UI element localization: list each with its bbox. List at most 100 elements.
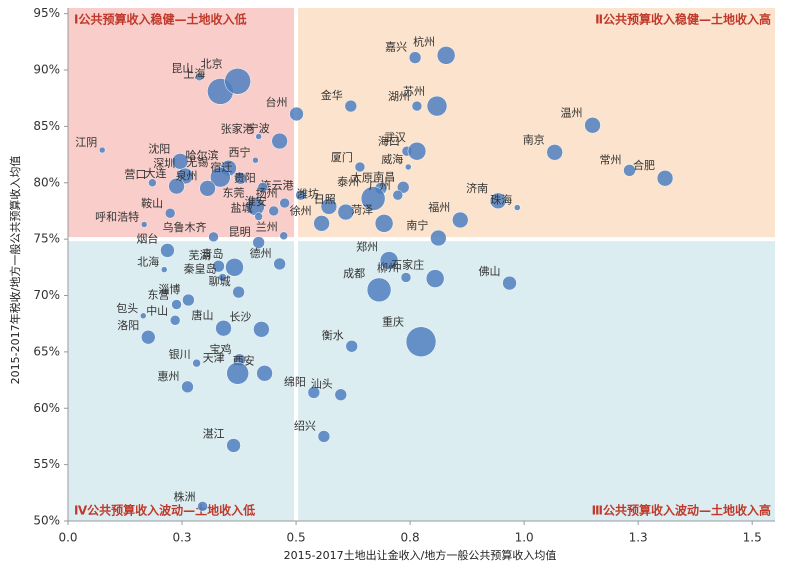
bubble	[171, 153, 189, 170]
point-label: 德州	[250, 246, 272, 260]
bubble	[255, 133, 262, 140]
point-label: 中山	[146, 304, 168, 317]
bubble	[400, 272, 412, 283]
bubble	[307, 386, 321, 399]
point-label: 南昌	[373, 170, 395, 183]
point-label: 海口	[378, 134, 400, 148]
point-label: 重庆	[382, 315, 404, 329]
bubble	[195, 72, 204, 82]
bubble	[374, 214, 394, 233]
x-tick-label: 0.0	[58, 531, 77, 545]
bubble	[226, 438, 241, 453]
point-label: 株洲	[174, 489, 196, 503]
point-label: 洛阳	[117, 318, 139, 332]
bubble	[232, 285, 245, 299]
point-label: 台州	[266, 95, 288, 109]
bubble	[256, 365, 273, 382]
bubble	[502, 275, 517, 291]
point-label: 宿迁	[210, 160, 232, 174]
point-label: 柳州	[377, 260, 399, 274]
bubble	[273, 257, 286, 271]
point-label: 东营	[148, 288, 170, 302]
point-label: 绵阳	[284, 374, 306, 388]
bubble	[408, 51, 422, 64]
bubble	[171, 299, 182, 310]
bubble	[225, 258, 244, 277]
point-label: 金华	[321, 88, 343, 102]
point-label: 哈尔滨	[186, 148, 219, 162]
bubble	[164, 207, 176, 219]
bubble	[317, 430, 331, 443]
bubble	[199, 180, 216, 197]
point-label: 嘉兴	[385, 40, 407, 54]
bubble	[514, 204, 521, 211]
point-label: 秦皇岛	[184, 261, 217, 275]
bubble	[295, 189, 306, 201]
point-label: 天津	[203, 351, 225, 364]
bubble	[397, 181, 410, 194]
point-label: 潍坊	[297, 186, 319, 200]
bubble	[426, 95, 448, 117]
bubble	[360, 186, 386, 211]
point-label: 青岛	[201, 246, 223, 260]
point-label: 鞍山	[141, 196, 163, 210]
point-label: 珠海	[490, 193, 512, 207]
x-tick-label: 0.5	[287, 531, 306, 545]
point-label: 西宁	[228, 145, 250, 159]
point-label: 泉州	[176, 168, 198, 182]
bubble	[181, 380, 194, 394]
bubble	[656, 169, 674, 187]
bubble	[279, 231, 288, 240]
bubble	[168, 177, 185, 195]
bubble	[98, 146, 106, 154]
point-label: 呼和浩特	[95, 209, 139, 223]
bubble	[405, 326, 437, 357]
point-label: 菏泽	[351, 203, 373, 216]
bubble	[252, 236, 265, 249]
point-label: 武汉	[384, 131, 406, 144]
bubble	[392, 189, 404, 201]
point-label: 湖州	[388, 90, 410, 103]
point-label: 汕头	[311, 378, 333, 391]
bubble	[254, 212, 263, 221]
point-label: 常州	[599, 153, 621, 166]
y-tick-label: 80%	[33, 175, 60, 189]
bubble	[271, 132, 288, 150]
point-label: 长沙	[229, 310, 251, 323]
point-label: 聊城	[209, 274, 231, 288]
bubble	[215, 319, 232, 337]
point-label: 盐城	[231, 202, 253, 215]
bubble	[182, 293, 195, 307]
point-label: 福州	[428, 200, 450, 214]
point-label: 扬州	[256, 186, 278, 200]
bubble	[218, 273, 227, 282]
point-label: 石家庄	[391, 258, 424, 272]
bubble	[345, 339, 358, 353]
point-label: 兰州	[256, 221, 278, 234]
y-tick-label: 55%	[33, 457, 60, 471]
bubble	[252, 156, 259, 164]
quadrant	[68, 241, 295, 521]
point-label: 广州	[369, 179, 391, 192]
point-label: 惠州	[158, 369, 180, 383]
point-label: 合肥	[633, 158, 655, 172]
point-label: 南宁	[406, 218, 428, 232]
bubble	[268, 205, 279, 217]
bubble	[140, 221, 148, 228]
bubble	[192, 358, 201, 368]
x-axis-title: 2015-2017土地出让金收入/地方一般公共预算收入均值	[284, 548, 557, 562]
bubble	[140, 312, 147, 320]
point-label: 湛江	[203, 427, 225, 440]
quadrant-label: Ⅲ公共预算收入波动—土地收入高	[592, 503, 771, 518]
bubble	[436, 46, 456, 65]
point-label: 淮安	[245, 194, 267, 208]
bubble	[313, 215, 330, 232]
bubble	[366, 277, 392, 303]
y-tick-label: 50%	[33, 514, 60, 528]
point-label: 佛山	[479, 265, 501, 278]
point-label: 温州	[561, 106, 583, 119]
point-label: 大连	[145, 166, 167, 180]
point-label: 唐山	[192, 308, 214, 322]
bubble	[226, 362, 249, 385]
